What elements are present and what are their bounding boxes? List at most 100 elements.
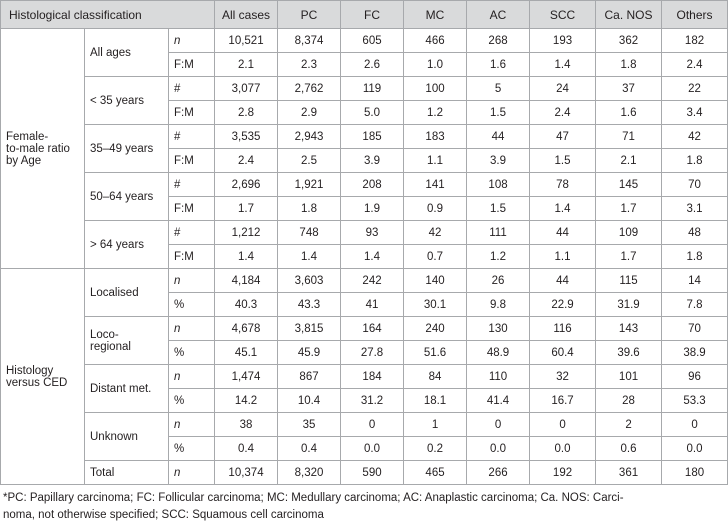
header-pc: PC <box>277 0 342 29</box>
table-cell: 193 <box>529 28 597 53</box>
table-cell: 466 <box>403 28 468 53</box>
table-cell: 1.7 <box>595 244 663 269</box>
row-unit: n <box>167 316 216 341</box>
table-cell: 3.1 <box>661 196 728 221</box>
table-row: F:M 1.4 1.4 1.4 0.7 1.2 1.1 1.7 1.8 <box>1 244 728 269</box>
table-cell: 141 <box>403 172 468 197</box>
table-cell: 70 <box>661 172 728 197</box>
table-row: F:M 2.8 2.9 5.0 1.2 1.5 2.4 1.6 3.4 <box>1 100 728 125</box>
row-unit: # <box>167 172 216 197</box>
table-cell: 590 <box>340 460 405 485</box>
table-cell: 7.8 <box>661 292 728 317</box>
table-cell: 116 <box>529 316 597 341</box>
row-unit: # <box>167 76 216 101</box>
table-cell: 10,374 <box>214 460 279 485</box>
table-cell: 110 <box>466 364 531 389</box>
table-cell: 184 <box>340 364 405 389</box>
row-unit: % <box>167 340 216 365</box>
table-cell: 8,374 <box>277 28 342 53</box>
table-cell: 240 <box>403 316 468 341</box>
table-row: Female-to-male ratio by Age All ages n 10,52… <box>0 28 728 269</box>
table-cell: 2.4 <box>529 100 597 125</box>
table-cell: 3,815 <box>277 316 342 341</box>
subgroup-label: 50–64 years <box>84 172 169 221</box>
row-unit: F:M <box>167 196 216 221</box>
table-cell: 9.8 <box>466 292 531 317</box>
table-row: < 35 years #3,077 2,762 119 100 5 24 37 22 <box>1 76 728 125</box>
table-row: % 45.1 45.9 27.8 51.6 48.9 60.4 39.6 38.9 <box>1 340 728 365</box>
table-row: % 40.3 43.3 41 30.1 9.8 22.9 31.9 7.8 <box>1 292 728 317</box>
table-cell: 42 <box>661 124 728 149</box>
table-cell: 192 <box>529 460 597 485</box>
table-cell: 37 <box>595 76 663 101</box>
subgroup-label: < 35 years <box>84 76 169 125</box>
table-cell: 361 <box>595 460 663 485</box>
table-cell: 2.1 <box>595 148 663 173</box>
table-cell: 48 <box>661 220 728 245</box>
table-cell: 1.5 <box>529 148 597 173</box>
table-cell: 41 <box>340 292 405 317</box>
subgroup-label: > 64 years <box>84 220 169 269</box>
table-cell: 1.8 <box>661 244 728 269</box>
header-fc: FC <box>340 0 405 29</box>
table-cell: 43.3 <box>277 292 342 317</box>
table-cell: 48.9 <box>466 340 531 365</box>
table-cell: 26 <box>466 268 531 293</box>
table-cell: 362 <box>595 28 663 53</box>
row-unit: n <box>167 28 216 53</box>
table-cell: 4,184 <box>214 268 279 293</box>
table-cell: 465 <box>403 460 468 485</box>
table-cell: 0.0 <box>661 436 728 461</box>
row-unit: n <box>167 268 216 293</box>
table-cell: 51.6 <box>403 340 468 365</box>
table-cell: 1.1 <box>529 244 597 269</box>
table-cell: 16.7 <box>529 388 597 413</box>
table-cell: 32 <box>529 364 597 389</box>
table-cell: 14 <box>661 268 728 293</box>
table-cell: 14.2 <box>214 388 279 413</box>
table-cell: 84 <box>403 364 468 389</box>
table-cell: 2.4 <box>214 148 279 173</box>
table-cell: 1.6 <box>595 100 663 125</box>
row-unit: # <box>167 124 216 149</box>
table-cell: 1.8 <box>277 196 342 221</box>
table-cell: 24 <box>529 76 597 101</box>
table-cell: 143 <box>595 316 663 341</box>
table-cell: 108 <box>466 172 531 197</box>
table-cell: 1.7 <box>595 196 663 221</box>
table-row: Total n 10,374 8,320 590 465 266 192 361 180 <box>1 460 728 485</box>
table-cell: 3,535 <box>214 124 279 149</box>
table-row: F:M 2.1 2.3 2.6 1.0 1.6 1.4 1.8 2.4 <box>1 52 728 77</box>
footnote-line-2: noma, not otherwise specified; SCC: Squa… <box>3 509 324 521</box>
footnote-line-1: *PC: Papillary carcinoma; FC: Follicular… <box>3 492 624 504</box>
table-cell: 109 <box>595 220 663 245</box>
table-cell: 1.0 <box>403 52 468 77</box>
table-cell: 31.9 <box>595 292 663 317</box>
row-unit: % <box>167 388 216 413</box>
table-cell: 71 <box>595 124 663 149</box>
row-unit: % <box>167 436 216 461</box>
table-cell: 2.3 <box>277 52 342 77</box>
table-cell: 1.5 <box>466 196 531 221</box>
table-cell: 1,474 <box>214 364 279 389</box>
table-cell: 96 <box>661 364 728 389</box>
table-cell: 42 <box>403 220 468 245</box>
table-cell: 2.6 <box>340 52 405 77</box>
table-cell: 208 <box>340 172 405 197</box>
row-unit: % <box>167 292 216 317</box>
subgroup-label: Distant met. <box>84 364 169 413</box>
table-cell: 41.4 <box>466 388 531 413</box>
table-cell: 78 <box>529 172 597 197</box>
table-cell: 1.4 <box>277 244 342 269</box>
table-row: Loco-regional n 4,678 3,815 164 240 130 116 143 7… <box>1 316 728 365</box>
table-cell: 93 <box>340 220 405 245</box>
table-cell: 1,212 <box>214 220 279 245</box>
table-cell: 1.8 <box>661 148 728 173</box>
table-row: % 0.4 0.4 0.0 0.2 0.0 0.0 0.6 0.0 <box>1 436 728 461</box>
table-cell: 31.2 <box>340 388 405 413</box>
table-cell: 268 <box>466 28 531 53</box>
table-cell: 0.0 <box>529 436 597 461</box>
table-cell: 1.6 <box>466 52 531 77</box>
table-cell: 242 <box>340 268 405 293</box>
table-cell: 183 <box>403 124 468 149</box>
